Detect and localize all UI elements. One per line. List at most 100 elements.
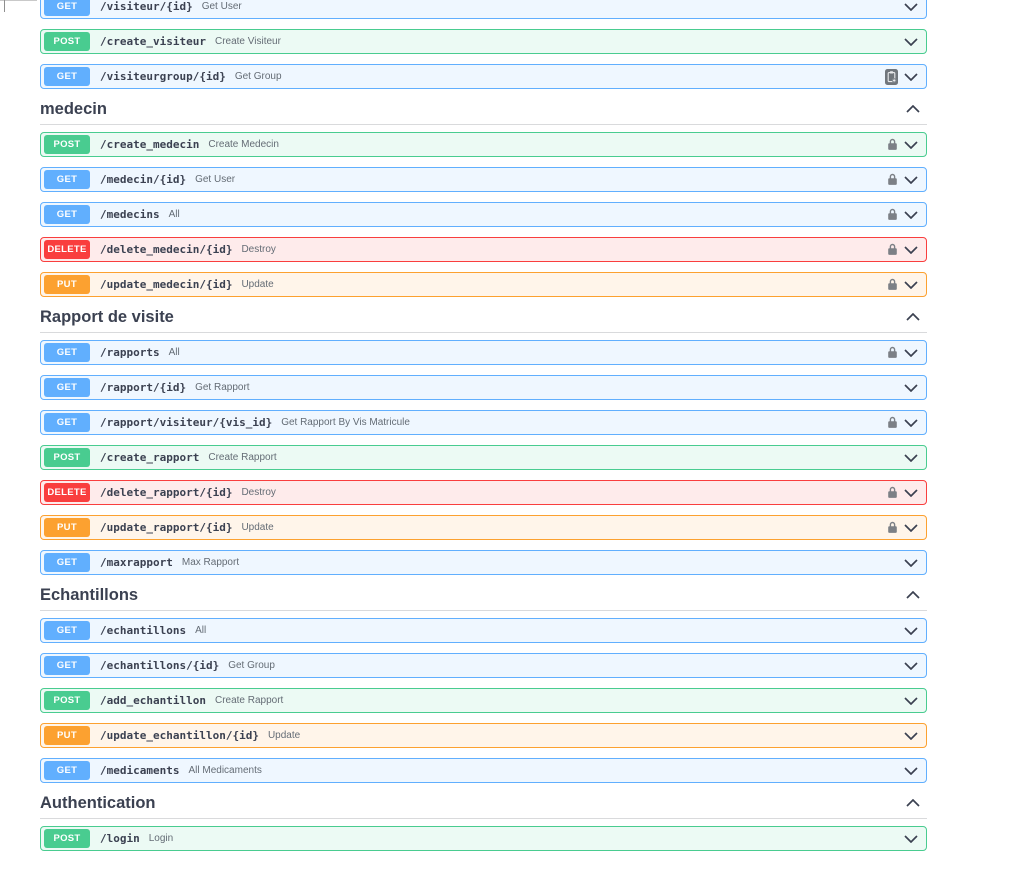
endpoint-row[interactable]: GET /visiteur/{id} Get User <box>40 0 927 19</box>
endpoint-path: /update_echantillon/{id} <box>100 729 259 742</box>
chevron-down-icon[interactable] <box>904 245 918 254</box>
method-badge[interactable]: GET <box>44 205 90 224</box>
chevron-down-icon[interactable] <box>904 488 918 497</box>
lock-icon[interactable] <box>887 346 898 359</box>
lock-icon[interactable] <box>887 278 898 291</box>
clipboard-extension-icon[interactable] <box>885 68 898 85</box>
chevron-down-icon[interactable] <box>904 626 918 635</box>
method-badge[interactable]: POST <box>44 32 90 51</box>
endpoint-row[interactable]: POST /create_rapport Create Rapport <box>40 445 927 470</box>
endpoint-row[interactable]: POST /login Login <box>40 826 927 851</box>
chevron-down-icon[interactable] <box>904 37 918 46</box>
method-badge[interactable]: GET <box>44 621 90 640</box>
section-header-medecin[interactable]: medecin <box>40 99 927 125</box>
endpoint-row[interactable]: PUT /update_echantillon/{id} Update <box>40 723 927 748</box>
endpoint-row[interactable]: PUT /update_rapport/{id} Update <box>40 515 927 540</box>
endpoint-description: Get Rapport By Vis Matricule <box>281 417 410 428</box>
endpoint-description: All <box>195 625 207 636</box>
method-badge[interactable]: GET <box>44 553 90 572</box>
chevron-down-icon[interactable] <box>904 766 918 775</box>
method-badge[interactable]: GET <box>44 761 90 780</box>
method-badge[interactable]: PUT <box>44 726 90 745</box>
endpoint-row[interactable]: GET /rapport/visiteur/{vis_id} Get Rappo… <box>40 410 927 435</box>
chevron-down-icon[interactable] <box>904 731 918 740</box>
endpoint-path: /delete_medecin/{id} <box>100 243 233 256</box>
lock-icon[interactable] <box>887 416 898 429</box>
endpoint-description: Destroy <box>241 487 276 498</box>
endpoint-row[interactable]: GET /medecin/{id} Get User <box>40 167 927 192</box>
chevron-down-icon[interactable] <box>904 175 918 184</box>
endpoint-row[interactable]: POST /create_visiteur Create Visiteur <box>40 29 927 54</box>
method-badge[interactable]: GET <box>44 378 90 397</box>
endpoint-path: /update_rapport/{id} <box>100 521 233 534</box>
chevron-up-icon[interactable] <box>906 313 920 321</box>
endpoint-row[interactable]: DELETE /delete_medecin/{id} Destroy <box>40 237 927 262</box>
endpoint-row[interactable]: DELETE /delete_rapport/{id} Destroy <box>40 480 927 505</box>
endpoint-description: Create Rapport <box>214 695 284 706</box>
chevron-down-icon[interactable] <box>904 453 918 462</box>
method-badge[interactable]: GET <box>44 413 90 432</box>
lock-icon[interactable] <box>887 486 898 499</box>
method-badge[interactable]: POST <box>44 691 90 710</box>
endpoint-description: Destroy <box>241 244 276 255</box>
endpoint-row[interactable]: GET /medecins All <box>40 202 927 227</box>
chevron-down-icon[interactable] <box>904 558 918 567</box>
method-badge[interactable]: DELETE <box>44 483 90 502</box>
chevron-down-icon[interactable] <box>904 418 918 427</box>
endpoint-path: /echantillons/{id} <box>100 659 220 672</box>
endpoint-path: /create_visiteur <box>100 35 206 48</box>
endpoint-row[interactable]: GET /echantillons/{id} Get Group <box>40 653 927 678</box>
lock-icon[interactable] <box>887 521 898 534</box>
lock-icon[interactable] <box>887 173 898 186</box>
lock-icon[interactable] <box>887 243 898 256</box>
endpoint-path: /echantillons <box>100 624 187 637</box>
method-badge[interactable]: POST <box>44 448 90 467</box>
chevron-down-icon[interactable] <box>904 661 918 670</box>
method-badge[interactable]: POST <box>44 135 90 154</box>
method-badge[interactable]: GET <box>44 343 90 362</box>
method-badge[interactable]: GET <box>44 0 90 16</box>
section-header-echantillons[interactable]: Echantillons <box>40 585 927 611</box>
method-badge[interactable]: GET <box>44 656 90 675</box>
endpoint-row[interactable]: GET /maxrapport Max Rapport <box>40 550 927 575</box>
endpoint-row[interactable]: GET /rapports All <box>40 340 927 365</box>
endpoint-description: All <box>168 347 180 358</box>
method-badge[interactable]: DELETE <box>44 240 90 259</box>
endpoint-row[interactable]: PUT /update_medecin/{id} Update <box>40 272 927 297</box>
method-badge[interactable]: POST <box>44 829 90 848</box>
endpoint-row[interactable]: GET /medicaments All Medicaments <box>40 758 927 783</box>
chevron-up-icon[interactable] <box>906 799 920 807</box>
method-badge[interactable]: GET <box>44 170 90 189</box>
method-badge[interactable]: PUT <box>44 275 90 294</box>
endpoint-row[interactable]: POST /create_medecin Create Medecin <box>40 132 927 157</box>
section-header-authentication[interactable]: Authentication <box>40 793 927 819</box>
chevron-down-icon[interactable] <box>904 72 918 81</box>
chevron-down-icon[interactable] <box>904 696 918 705</box>
chevron-up-icon[interactable] <box>906 591 920 599</box>
endpoint-row[interactable]: GET /rapport/{id} Get Rapport <box>40 375 927 400</box>
chevron-down-icon[interactable] <box>904 280 918 289</box>
endpoint-description: Update <box>241 522 274 533</box>
chevron-down-icon[interactable] <box>904 210 918 219</box>
chevron-down-icon[interactable] <box>904 523 918 532</box>
endpoint-path: /visiteur/{id} <box>100 0 193 13</box>
chevron-down-icon[interactable] <box>904 140 918 149</box>
endpoint-row[interactable]: POST /add_echantillon Create Rapport <box>40 688 927 713</box>
endpoint-row[interactable]: GET /echantillons All <box>40 618 927 643</box>
chevron-down-icon[interactable] <box>904 834 918 843</box>
endpoint-path: /rapport/{id} <box>100 381 187 394</box>
lock-icon[interactable] <box>887 208 898 221</box>
endpoint-path: /create_rapport <box>100 451 200 464</box>
chevron-up-icon[interactable] <box>906 105 920 113</box>
endpoint-description: Create Rapport <box>208 452 277 463</box>
lock-icon[interactable] <box>887 138 898 151</box>
method-badge[interactable]: PUT <box>44 518 90 537</box>
chevron-down-icon[interactable] <box>904 2 918 11</box>
endpoint-row[interactable]: GET /visiteurgroup/{id} Get Group <box>40 64 927 89</box>
section-header-rapport-de-visite[interactable]: Rapport de visite <box>40 307 927 333</box>
method-badge[interactable]: GET <box>44 67 90 86</box>
endpoint-description: Update <box>241 279 274 290</box>
chevron-down-icon[interactable] <box>904 348 918 357</box>
chevron-down-icon[interactable] <box>904 383 918 392</box>
